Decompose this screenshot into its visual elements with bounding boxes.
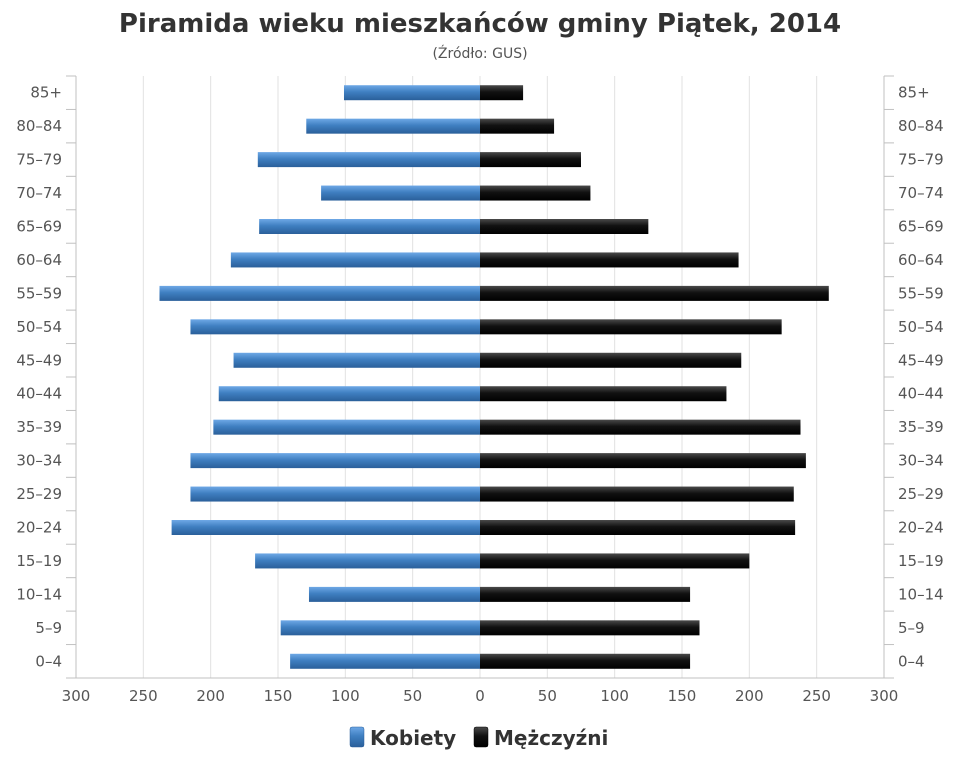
bar-mezczyzni bbox=[480, 185, 591, 201]
axis-labels: 300 250 200 150 100 50 0 50 100 150 200 250 300 85+ 85… bbox=[16, 84, 943, 705]
axes bbox=[66, 75, 894, 679]
category-label-right: 20–24 bbox=[898, 519, 944, 537]
legend-label-kobiety: Kobiety bbox=[370, 726, 456, 750]
x-tick-label: 50 bbox=[538, 687, 557, 705]
bar-mezczyzni bbox=[480, 419, 801, 435]
bar-kobiety bbox=[190, 486, 480, 502]
bar-kobiety bbox=[190, 319, 480, 335]
bar-kobiety bbox=[159, 285, 480, 301]
category-label-left: 75–79 bbox=[16, 151, 62, 169]
bar-kobiety bbox=[233, 352, 480, 368]
bar-kobiety bbox=[257, 152, 480, 168]
bar-kobiety bbox=[343, 85, 480, 101]
category-label-right: 70–74 bbox=[898, 184, 944, 202]
category-label-right: 80–84 bbox=[898, 117, 944, 135]
bar-mezczyzni bbox=[480, 252, 739, 268]
bar-mezczyzni bbox=[480, 453, 806, 469]
x-tick-label: 50 bbox=[403, 687, 422, 705]
bar-mezczyzni bbox=[480, 85, 524, 101]
category-label-right: 25–29 bbox=[898, 485, 944, 503]
bar-mezczyzni bbox=[480, 319, 782, 335]
category-label-right: 40–44 bbox=[898, 385, 944, 403]
bars bbox=[159, 85, 829, 669]
x-tick-label: 300 bbox=[62, 687, 91, 705]
bar-mezczyzni bbox=[480, 386, 727, 402]
bar-mezczyzni bbox=[480, 118, 555, 134]
bar-kobiety bbox=[280, 620, 480, 636]
category-label-right: 10–14 bbox=[898, 585, 944, 603]
bar-kobiety bbox=[171, 520, 480, 535]
category-label-left: 10–14 bbox=[16, 585, 62, 603]
category-label-right: 65–69 bbox=[898, 218, 944, 236]
bar-mezczyzni bbox=[480, 152, 581, 168]
category-label-left: 15–19 bbox=[16, 552, 62, 570]
bar-mezczyzni bbox=[480, 219, 649, 234]
x-tick-label: 250 bbox=[802, 687, 831, 705]
x-tick-label: 250 bbox=[129, 687, 158, 705]
category-label-right: 30–34 bbox=[898, 452, 944, 470]
category-label-right: 15–19 bbox=[898, 552, 944, 570]
bar-kobiety bbox=[290, 653, 480, 669]
legend-swatch-kobiety bbox=[349, 726, 365, 748]
x-tick-label: 150 bbox=[668, 687, 697, 705]
bar-mezczyzni bbox=[480, 553, 750, 569]
bar-mezczyzni bbox=[480, 352, 742, 368]
category-label-left: 80–84 bbox=[16, 117, 62, 135]
category-label-right: 45–49 bbox=[898, 351, 944, 369]
grid-lines bbox=[142, 76, 818, 678]
category-label-right: 75–79 bbox=[898, 151, 944, 169]
legend-swatch-mezczyzni bbox=[473, 726, 489, 748]
bar-kobiety bbox=[255, 553, 480, 569]
bar-mezczyzni bbox=[480, 285, 829, 301]
category-label-left: 35–39 bbox=[16, 418, 62, 436]
category-label-right: 50–54 bbox=[898, 318, 944, 336]
bar-kobiety bbox=[308, 586, 480, 602]
category-label-left: 40–44 bbox=[16, 385, 62, 403]
bar-mezczyzni bbox=[480, 486, 794, 502]
bar-kobiety bbox=[218, 386, 480, 402]
x-tick-label: 100 bbox=[600, 687, 629, 705]
bar-mezczyzni bbox=[480, 620, 700, 636]
category-label-left: 30–34 bbox=[16, 452, 62, 470]
x-tick-label: 300 bbox=[870, 687, 899, 705]
bar-kobiety bbox=[306, 118, 480, 134]
x-tick-label: 100 bbox=[331, 687, 360, 705]
category-label-left: 45–49 bbox=[16, 351, 62, 369]
legend-label-mezczyzni: Mężczyźni bbox=[494, 726, 608, 750]
x-tick-label: 200 bbox=[196, 687, 225, 705]
category-label-left: 65–69 bbox=[16, 218, 62, 236]
category-label-right: 35–39 bbox=[898, 418, 944, 436]
bar-kobiety bbox=[230, 252, 480, 268]
chart-title: Piramida wieku mieszkańców gminy Piątek,… bbox=[119, 9, 841, 39]
category-label-right: 85+ bbox=[898, 84, 930, 102]
bar-mezczyzni bbox=[480, 586, 691, 602]
category-label-right: 5–9 bbox=[898, 619, 925, 637]
category-label-right: 55–59 bbox=[898, 284, 944, 302]
legend: Kobiety Mężczyźni bbox=[349, 726, 608, 750]
x-tick-label: 0 bbox=[475, 687, 485, 705]
category-label-left: 5–9 bbox=[35, 619, 62, 637]
category-label-left: 55–59 bbox=[16, 284, 62, 302]
category-label-left: 20–24 bbox=[16, 519, 62, 537]
bar-kobiety bbox=[259, 219, 480, 234]
bar-kobiety bbox=[213, 419, 481, 435]
bar-kobiety bbox=[190, 453, 480, 469]
category-label-left: 70–74 bbox=[16, 184, 62, 202]
category-label-left: 50–54 bbox=[16, 318, 62, 336]
category-label-left: 60–64 bbox=[16, 251, 62, 269]
category-label-left: 85+ bbox=[30, 84, 62, 102]
x-tick-label: 150 bbox=[264, 687, 293, 705]
chart-subtitle: (Źródło: GUS) bbox=[432, 44, 527, 62]
category-label-right: 60–64 bbox=[898, 251, 944, 269]
x-tick-label: 200 bbox=[735, 687, 764, 705]
bar-mezczyzni bbox=[480, 653, 691, 669]
bar-kobiety bbox=[321, 185, 480, 201]
category-label-left: 0–4 bbox=[35, 652, 62, 670]
bar-mezczyzni bbox=[480, 520, 796, 535]
category-label-right: 0–4 bbox=[898, 652, 925, 670]
category-label-left: 25–29 bbox=[16, 485, 62, 503]
